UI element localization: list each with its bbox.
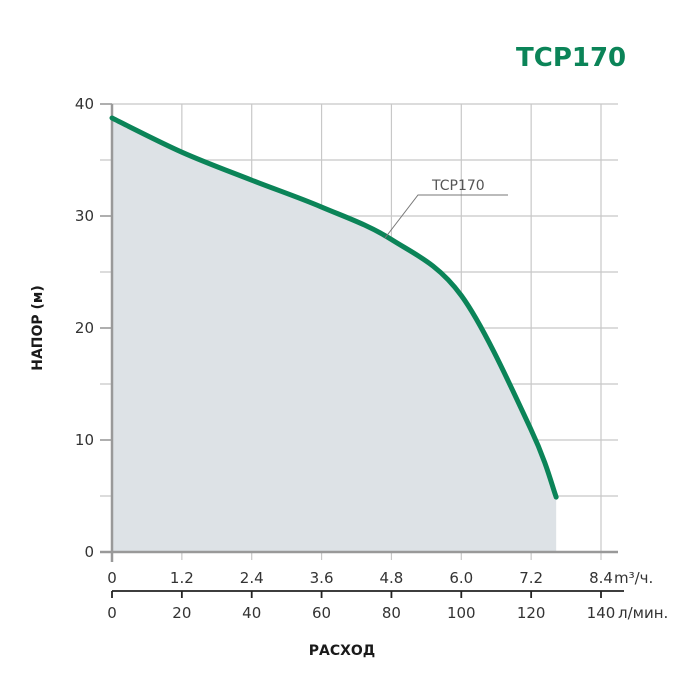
y-tick-label: 0	[84, 543, 94, 561]
pump-curve-line	[109, 115, 559, 500]
x-secondary-tick-label: 60	[312, 604, 331, 622]
x-tick-labels-primary: 0 1.2 2.4 3.6 4.8 6.0 7.2 8.4 m³/ч.	[107, 569, 653, 587]
x-tick-label: 6.0	[449, 569, 473, 587]
x-secondary-tick-label: 80	[382, 604, 401, 622]
curve-label: TCP170	[431, 178, 485, 194]
y-axis-title: НАПОР (м)	[30, 285, 46, 371]
x-secondary-tick-label: 100	[447, 604, 476, 622]
x-tick-label: 4.8	[379, 569, 403, 587]
x-secondary-tick-label: 40	[242, 604, 261, 622]
x-tick-labels-secondary: 0 20 40 60 80 100 120 140 л/мин.	[107, 604, 668, 622]
annotation-leader-line	[384, 194, 508, 239]
x-tick-label: 7.2	[519, 569, 543, 587]
x-unit-secondary: л/мин.	[618, 604, 668, 622]
x-unit-primary: m³/ч.	[614, 569, 653, 587]
x-tick-label: 2.4	[240, 569, 264, 587]
x-secondary-tick-label: 140	[587, 604, 616, 622]
y-tick-label: 10	[75, 431, 94, 449]
x-secondary-tick-label: 120	[517, 604, 546, 622]
axes	[100, 103, 624, 598]
x-tick-label: 0	[107, 569, 117, 587]
curve-annotation: TCP170	[384, 178, 508, 239]
x-axis-title: РАСХОД	[309, 643, 376, 659]
x-tick-label: 3.6	[310, 569, 334, 587]
curve-area-fill	[112, 118, 557, 552]
x-secondary-tick-label: 0	[107, 604, 117, 622]
y-tick-label: 20	[75, 319, 94, 337]
chart-title: TCP170	[516, 43, 627, 73]
y-tick-labels: 0 10 20 30 40	[75, 95, 94, 561]
x-tick-label: 8.4	[589, 569, 613, 587]
y-tick-label: 40	[75, 95, 94, 113]
x-tick-label: 1.2	[170, 569, 194, 587]
x-secondary-tick-label: 20	[172, 604, 191, 622]
y-tick-label: 30	[75, 207, 94, 225]
